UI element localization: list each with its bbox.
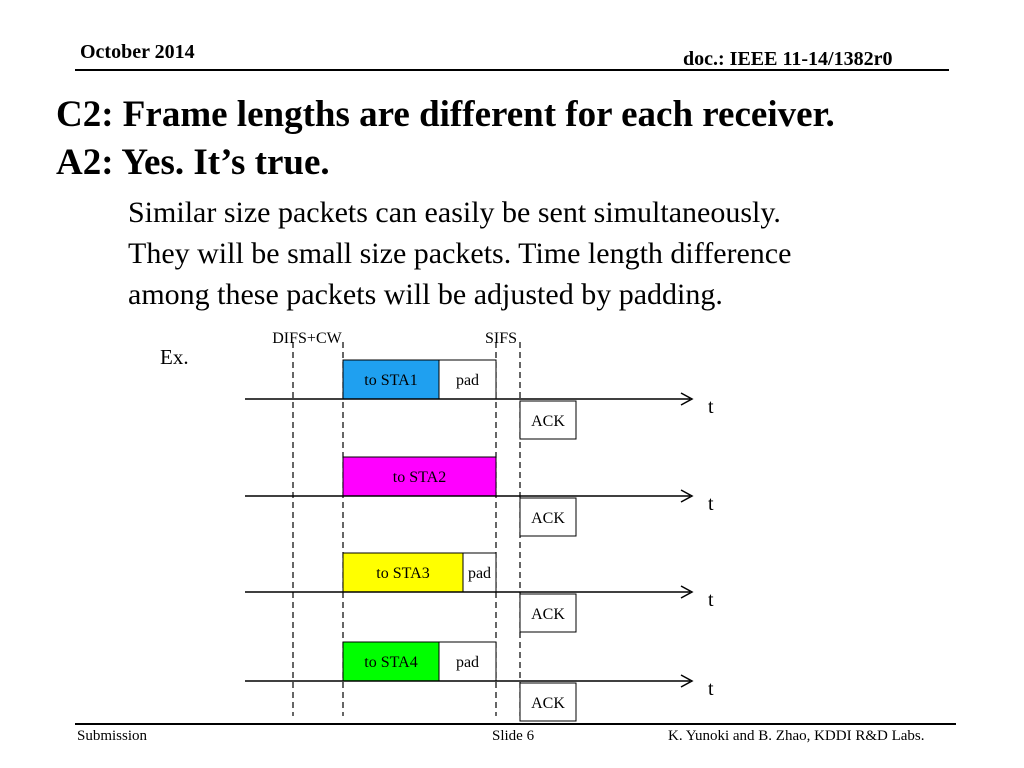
ack-label-3: ACK (531, 606, 565, 623)
ack-box-1 (519, 400, 577, 440)
pad-label-sta1: pad (456, 372, 479, 389)
pad-box-sta4 (438, 641, 497, 682)
time-axis-label-1: t (708, 396, 714, 418)
slide-title-line-2: A2: Yes. It’s true. (56, 142, 330, 183)
pad-label-sta3: pad (468, 565, 491, 582)
time-axis-arrow-2 (680, 489, 694, 503)
ack-label-4: ACK (531, 695, 565, 712)
frame-label-sta1: to STA1 (364, 372, 417, 389)
body-text-line-2: They will be small size packets. Time le… (128, 237, 792, 270)
frame-label-sta2: to STA2 (393, 469, 446, 486)
header-doc-id: doc.: IEEE 11-14/1382r0 (683, 48, 893, 70)
footer-authors: K. Yunoki and B. Zhao, KDDI R&D Labs. (668, 728, 925, 744)
ack-label-2: ACK (531, 510, 565, 527)
body-text-line-1: Similar size packets can easily be sent … (128, 196, 781, 229)
example-label: Ex. (160, 345, 189, 369)
time-axis-arrow-1 (680, 392, 694, 406)
footer-divider (75, 723, 956, 725)
pad-label-sta4: pad (456, 654, 479, 671)
frame-box-sta2 (342, 456, 497, 497)
frame-label-sta4: to STA4 (364, 654, 417, 671)
pad-box-sta1 (438, 359, 497, 400)
frame-label-sta3: to STA3 (376, 565, 429, 582)
ack-box-4 (519, 682, 577, 722)
frame-box-sta1 (342, 359, 440, 400)
footer-slide-number: Slide 6 (492, 728, 535, 744)
time-axis-label-3: t (708, 589, 714, 611)
frame-box-sta3 (342, 552, 464, 593)
frame-box-sta4 (342, 641, 440, 682)
slide-title-line-1: C2: Frame lengths are different for each… (56, 94, 835, 135)
time-axis-arrow-4 (680, 674, 694, 688)
pad-box-sta3 (462, 552, 497, 593)
header-divider (75, 69, 949, 71)
difs-cw-label: DIFS+CW (272, 330, 342, 347)
time-axis-arrow-3 (680, 585, 694, 599)
ack-label-1: ACK (531, 413, 565, 430)
ack-box-2 (519, 497, 577, 537)
footer-submission: Submission (77, 728, 148, 744)
header-date: October 2014 (80, 41, 195, 63)
body-text-line-3: among these packets will be adjusted by … (128, 278, 723, 311)
sifs-label: SIFS (485, 330, 517, 347)
time-axis-label-4: t (708, 678, 714, 700)
ack-box-3 (519, 593, 577, 633)
time-axis-label-2: t (708, 493, 714, 515)
